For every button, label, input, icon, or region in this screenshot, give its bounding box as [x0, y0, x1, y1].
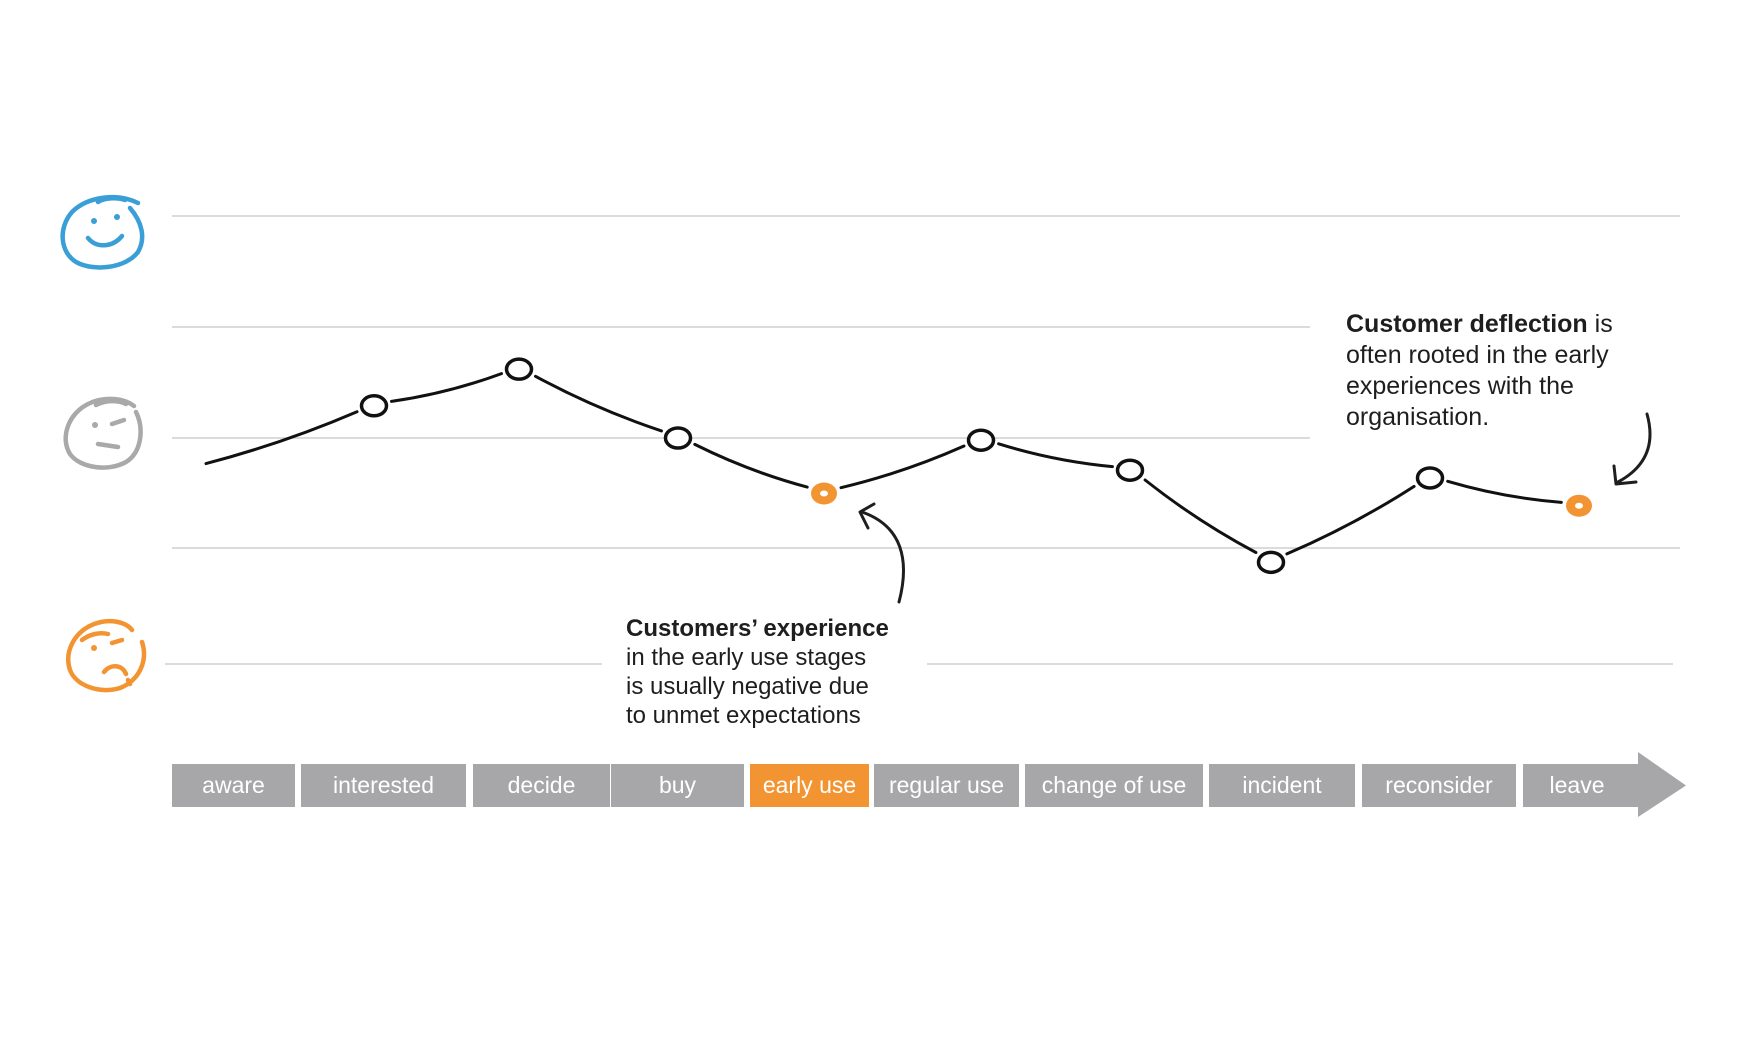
curve-point-highlight-center	[820, 490, 828, 497]
curve-point	[359, 394, 389, 418]
grid-lines	[165, 215, 1680, 665]
early-use-annotation-arrow	[858, 502, 905, 604]
stage-label: early use	[763, 772, 856, 798]
curve-point	[1256, 550, 1286, 575]
curve-segment	[390, 372, 503, 403]
deflection-annotation-line: often rooted in the early	[1346, 341, 1609, 369]
experience-curve	[204, 357, 1592, 575]
curve-segment	[1143, 478, 1258, 554]
curve-segment	[1446, 479, 1563, 504]
curve-point	[663, 426, 693, 450]
happy-face-icon	[60, 195, 145, 270]
curve-point	[504, 357, 534, 381]
neutral-face-icon	[63, 396, 143, 470]
stage-arrow-box	[1523, 752, 1686, 817]
stage-label: leave	[1550, 772, 1605, 798]
stage-box	[1362, 764, 1516, 807]
early-use-annotation-line: to unmet expectations	[626, 702, 861, 729]
stage-label: regular use	[889, 772, 1004, 798]
curve-point-highlight-center	[1575, 502, 1583, 509]
stage-label: interested	[333, 772, 434, 798]
deflection-annotation-arrow	[1612, 412, 1652, 486]
stage-label: reconsider	[1385, 772, 1493, 798]
early-use-annotation-title: Customers’ experience	[626, 615, 889, 642]
deflection-annotation: Customer deflection is often rooted in t…	[1346, 309, 1686, 433]
stage-label: buy	[659, 772, 697, 798]
curve-segment	[534, 374, 663, 433]
stage-box	[611, 764, 744, 807]
stage-box	[301, 764, 466, 807]
early-use-annotation-line: is usually negative due	[626, 673, 869, 700]
deflection-annotation-line: experiences with the	[1346, 372, 1574, 400]
curve-segment	[1285, 484, 1416, 556]
stage-label: aware	[202, 772, 265, 798]
curve-point	[1415, 466, 1445, 490]
curve-segment	[204, 410, 359, 466]
stage-box	[750, 764, 869, 807]
stage-label: decide	[508, 772, 576, 798]
curve-segment	[997, 442, 1114, 469]
deflection-annotation-first-rest: is	[1587, 310, 1613, 338]
curve-segment	[693, 442, 809, 489]
stage-bar: aware interested decide buy early use regular…	[172, 752, 1686, 817]
curve-point	[966, 428, 996, 452]
early-use-annotation: Customers’ experience in the early use s…	[626, 614, 926, 730]
stage-box	[1209, 764, 1355, 807]
stage-box	[172, 764, 295, 807]
stage-box	[1025, 764, 1203, 807]
deflection-annotation-line: organisation.	[1346, 403, 1490, 431]
stage-box	[874, 764, 1019, 807]
stage-label: incident	[1242, 772, 1322, 798]
curve-point	[1115, 458, 1145, 482]
arrow-head-icon	[1612, 464, 1638, 486]
deflection-annotation-title: Customer deflection	[1346, 310, 1588, 338]
stage-box	[473, 764, 610, 807]
early-use-annotation-line: in the early use stages	[626, 644, 867, 671]
arrow-head-icon	[858, 502, 876, 530]
sad-face-icon	[66, 618, 147, 693]
curve-segment	[839, 444, 966, 490]
stage-label: change of use	[1042, 772, 1187, 798]
